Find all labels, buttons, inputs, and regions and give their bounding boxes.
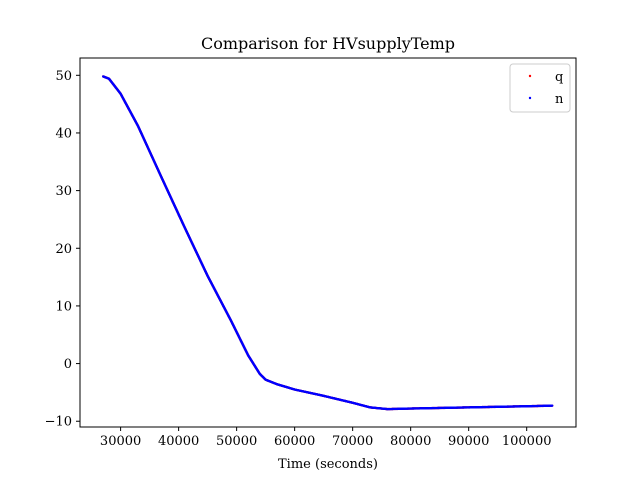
x-tick-label: 90000: [448, 434, 489, 449]
legend-label-q: q: [555, 70, 563, 85]
legend: q n: [509, 63, 571, 113]
legend-marker-q: [528, 74, 532, 78]
y-tick-label: 10: [55, 299, 72, 314]
x-tick-label: 70000: [332, 434, 373, 449]
legend-marker-n: [528, 96, 532, 100]
x-tick-label: 80000: [390, 434, 431, 449]
x-axis-ticks: 30000 40000 50000 60000 70000 80000 90000 10000…: [100, 427, 552, 449]
y-axis-ticks: −10 0 10 20 30 40 50: [45, 69, 80, 430]
y-tick-label: −10: [45, 415, 72, 430]
legend-label-n: n: [555, 92, 564, 107]
data-point: [551, 404, 554, 407]
plot-frame: [79, 57, 577, 428]
y-tick-label: 50: [55, 69, 72, 84]
legend-box: [509, 63, 571, 113]
x-tick-label: 30000: [100, 434, 141, 449]
chart-title: Comparison for HVsupplyTemp: [201, 34, 455, 53]
x-tick-label: 50000: [216, 434, 257, 449]
x-tick-label: 60000: [274, 434, 315, 449]
x-axis-label: Time (seconds): [278, 457, 378, 472]
plot-series: [102, 75, 554, 411]
series-q: [102, 75, 554, 411]
x-tick-label: 100000: [502, 434, 552, 449]
x-tick-label: 40000: [158, 434, 199, 449]
y-tick-label: 30: [55, 184, 72, 199]
y-tick-label: 40: [55, 126, 72, 141]
y-tick-label: 0: [64, 357, 72, 372]
y-tick-label: 20: [55, 242, 72, 257]
series-n: [102, 75, 554, 411]
